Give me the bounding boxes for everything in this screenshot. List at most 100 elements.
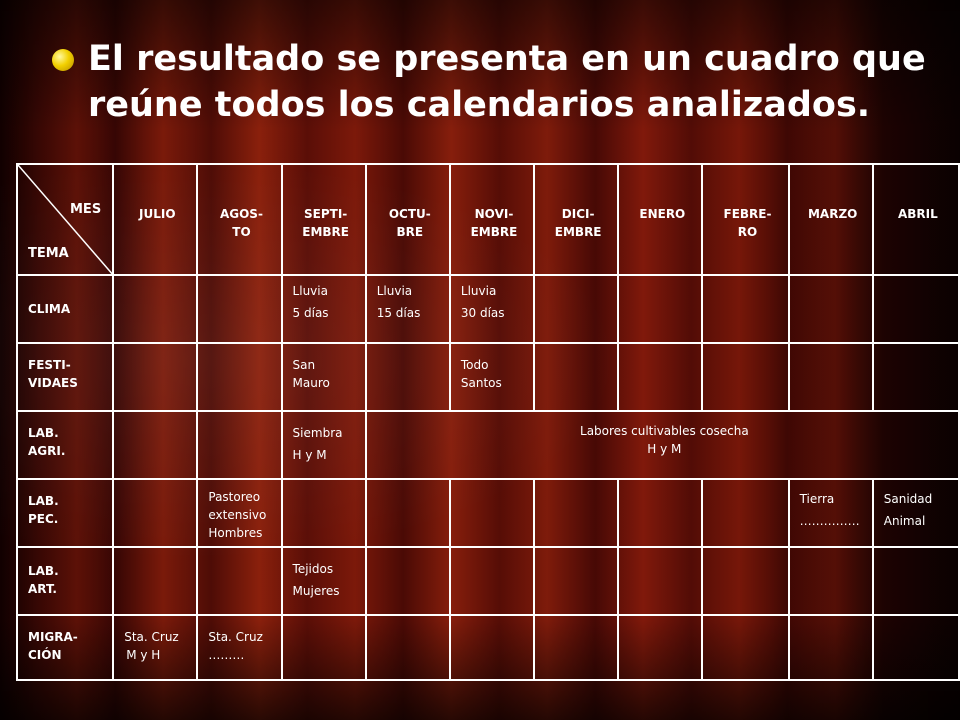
table-cell: [533, 342, 620, 412]
table-cell: [196, 410, 283, 480]
labores-line: Labores cultivables cosecha: [580, 424, 749, 438]
month-header: ENERO: [617, 163, 704, 276]
table-cell: [112, 546, 199, 616]
cell-line: Lluvia: [292, 284, 328, 298]
bullet-icon: [52, 49, 74, 71]
month-header: ABRIL: [871, 163, 960, 276]
cell-line: ……………: [799, 514, 860, 528]
cell-line: ………: [208, 648, 245, 662]
table-cell: [364, 614, 451, 681]
table-cell: [533, 478, 620, 548]
month-header: FEBRE- RO: [701, 163, 790, 276]
table-cell: [871, 614, 960, 681]
table-cell: [617, 546, 704, 616]
table-cell: [112, 478, 199, 548]
table-cell: [533, 546, 620, 616]
table-row-clima: CLIMA Lluvia 5 días Lluvia 15 días Lluvi…: [15, 274, 960, 344]
month-header: NOVI- EMBRE: [448, 163, 536, 276]
table-cell: [448, 478, 536, 548]
table-cell: [533, 274, 620, 344]
table-cell: [701, 546, 790, 616]
table-cell: Siembra H y M: [280, 410, 367, 480]
table-row-festividades: FESTI- VIDAES San Mauro Todo Santos: [15, 342, 960, 412]
table-cell: [617, 614, 704, 681]
cell-line: 30 días: [460, 306, 505, 320]
table-cell: Lluvia 30 días: [448, 274, 536, 344]
table-cell: [871, 546, 960, 616]
table-cell: [448, 614, 536, 681]
table-cell: [787, 342, 874, 412]
cell-line: M y H: [126, 648, 161, 662]
table-cell: [112, 410, 199, 480]
cell-line: Sanidad: [883, 492, 933, 506]
table-cell: [701, 478, 790, 548]
row-label: MIGRA- CIÓN: [15, 614, 115, 681]
cell-line: Lluvia: [376, 284, 413, 298]
table-cell: [617, 274, 704, 344]
table-row-migracion: MIGRA- CIÓN Sta. Cruz M y H Sta. Cruz ………: [15, 614, 960, 681]
table-cell: [617, 478, 704, 548]
month-header: MARZO: [787, 163, 874, 276]
table-cell: [196, 546, 283, 616]
table-row-lab-agri: LAB. AGRI. Siembra H y M Labores cultiva…: [15, 410, 960, 480]
month-header: DICI- EMBRE: [533, 163, 620, 276]
corner-mes-label: MES: [70, 202, 102, 217]
table-cell: [280, 614, 367, 681]
table-cell: [787, 614, 874, 681]
header-row: MES TEMA JULIO AGOS- TO SEPTI- EMBRE OCT…: [15, 163, 960, 276]
cell-line: Animal: [883, 514, 926, 528]
row-label: CLIMA: [15, 274, 115, 344]
row-label: LAB. AGRI.: [15, 410, 115, 480]
month-header: JULIO: [112, 163, 199, 276]
table-cell: [364, 546, 451, 616]
cell-line: Sta. Cruz: [208, 630, 263, 644]
calendar-table: MES TEMA JULIO AGOS- TO SEPTI- EMBRE OCT…: [15, 163, 960, 681]
cell-line: Sta. Cruz: [124, 630, 179, 644]
cell-line: Tierra: [799, 492, 835, 506]
table-cell: [701, 614, 790, 681]
labores-span-cell: Labores cultivables cosecha H y M: [364, 410, 960, 480]
table-cell: Lluvia 15 días: [364, 274, 451, 344]
table-cell: Sta. Cruz ………: [196, 614, 283, 681]
cell-line: 5 días: [292, 306, 329, 320]
table-cell: [701, 342, 790, 412]
table-cell: Sanidad Animal: [871, 478, 960, 548]
table-cell: Tierra ……………: [787, 478, 874, 548]
month-header: SEPTI- EMBRE: [280, 163, 367, 276]
cell-line: Lluvia: [460, 284, 497, 298]
row-label: LAB. PEC.: [15, 478, 115, 548]
table-cell: [196, 342, 283, 412]
month-header: OCTU- BRE: [364, 163, 451, 276]
table-cell: Tejidos Mujeres: [280, 546, 367, 616]
table-cell: [787, 546, 874, 616]
cell-line: H y M: [292, 448, 327, 462]
table-cell: Lluvia 5 días: [280, 274, 367, 344]
table-cell: [787, 274, 874, 344]
table-cell: Sta. Cruz M y H: [112, 614, 199, 681]
cell-line: Tejidos: [292, 562, 334, 576]
table-cell: [196, 274, 283, 344]
corner-tema-label: TEMA: [28, 246, 69, 261]
table-cell: [871, 274, 960, 344]
row-label: LAB. ART.: [15, 546, 115, 616]
table-row-lab-art: LAB. ART. Tejidos Mujeres: [15, 546, 960, 616]
table-cell: [112, 274, 199, 344]
table-cell: [364, 342, 451, 412]
table-cell: [112, 342, 199, 412]
corner-cell: MES TEMA: [15, 163, 115, 276]
table-cell: Pastoreo extensivo Hombres: [196, 478, 283, 548]
labores-line: H y M: [647, 442, 682, 456]
corner-diagonal: [19, 166, 112, 273]
cell-line: Siembra: [292, 426, 343, 440]
table-cell: San Mauro: [280, 342, 367, 412]
month-header: AGOS- TO: [196, 163, 283, 276]
table-cell: [871, 342, 960, 412]
row-label: FESTI- VIDAES: [15, 342, 115, 412]
table-row-lab-pec: LAB. PEC. Pastoreo extensivo Hombres Tie…: [15, 478, 960, 548]
cell-line: Mujeres: [292, 584, 340, 598]
table-cell: [280, 478, 367, 548]
table-cell: [448, 546, 536, 616]
title-text: El resultado se presenta en un cuadro qu…: [88, 39, 926, 125]
table-cell: [533, 614, 620, 681]
slide-title: El resultado se presenta en un cuadro qu…: [50, 36, 930, 128]
